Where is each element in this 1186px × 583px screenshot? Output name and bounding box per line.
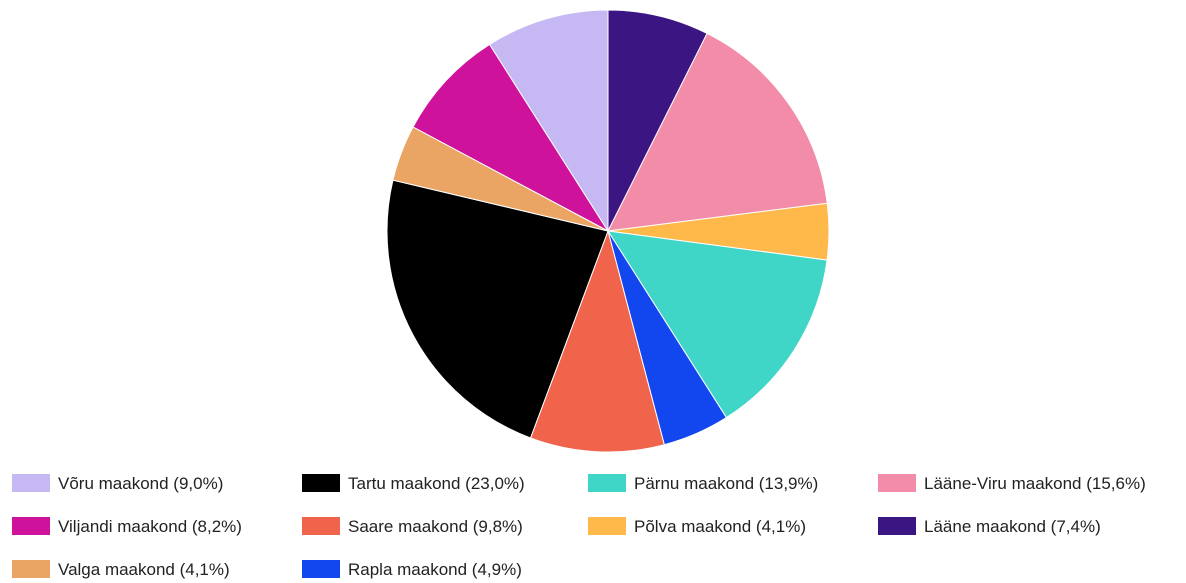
legend-swatch <box>878 517 916 535</box>
legend-item-laane-maakond[interactable]: Lääne maakond (7,4%) <box>878 517 1101 536</box>
legend: Võru maakond (9,0%) Tartu maakond (23,0%)… <box>12 474 1146 579</box>
legend-label: Valga maakond (4,1%) <box>58 560 230 579</box>
legend-label: Põlva maakond (4,1%) <box>634 517 806 536</box>
legend-label: Võru maakond (9,0%) <box>58 474 223 493</box>
legend-label: Tartu maakond (23,0%) <box>348 474 525 493</box>
legend-item-parnu-maakond[interactable]: Pärnu maakond (13,9%) <box>588 474 818 493</box>
legend-label: Saare maakond (9,8%) <box>348 517 523 536</box>
pie-slice-laane-viru-maakond[interactable] <box>607 32 828 232</box>
legend-label: Lääne maakond (7,4%) <box>924 517 1101 536</box>
legend-swatch <box>302 517 340 535</box>
legend-label: Rapla maakond (4,9%) <box>348 560 522 579</box>
legend-item-saare-maakond[interactable]: Saare maakond (9,8%) <box>302 517 523 536</box>
pie-slice-voru-maakond[interactable] <box>488 9 609 233</box>
legend-item-valga-maakond[interactable]: Valga maakond (4,1%) <box>12 560 230 579</box>
legend-label: Pärnu maakond (13,9%) <box>634 474 818 493</box>
legend-label: Viljandi maakond (8,2%) <box>58 517 242 536</box>
legend-swatch <box>12 474 50 492</box>
pie-slices <box>386 9 830 453</box>
legend-label: Lääne-Viru maakond (15,6%) <box>924 474 1146 493</box>
pie-slice-parnu-maakond[interactable] <box>607 230 828 419</box>
legend-item-polva-maakond[interactable]: Põlva maakond (4,1%) <box>588 517 806 536</box>
pie-slice-saare-maakond[interactable] <box>529 229 665 453</box>
legend-swatch <box>302 474 340 492</box>
legend-swatch <box>12 517 50 535</box>
legend-swatch <box>588 517 626 535</box>
pie-slice-laane-maakond[interactable] <box>607 9 708 232</box>
legend-item-tartu-maakond[interactable]: Tartu maakond (23,0%) <box>302 474 525 493</box>
pie-slice-tartu-maakond[interactable] <box>386 179 609 439</box>
legend-item-voru-maakond[interactable]: Võru maakond (9,0%) <box>12 474 223 493</box>
legend-swatch <box>12 560 50 578</box>
legend-item-rapla-maakond[interactable]: Rapla maakond (4,9%) <box>302 560 522 579</box>
legend-item-laane-viru-maakond[interactable]: Lääne-Viru maakond (15,6%) <box>878 474 1146 493</box>
legend-item-viljandi-maakond[interactable]: Viljandi maakond (8,2%) <box>12 517 242 536</box>
legend-swatch <box>588 474 626 492</box>
legend-swatch <box>302 560 340 578</box>
pie-slice-viljandi-maakond[interactable] <box>412 43 610 233</box>
legend-swatch <box>878 474 916 492</box>
